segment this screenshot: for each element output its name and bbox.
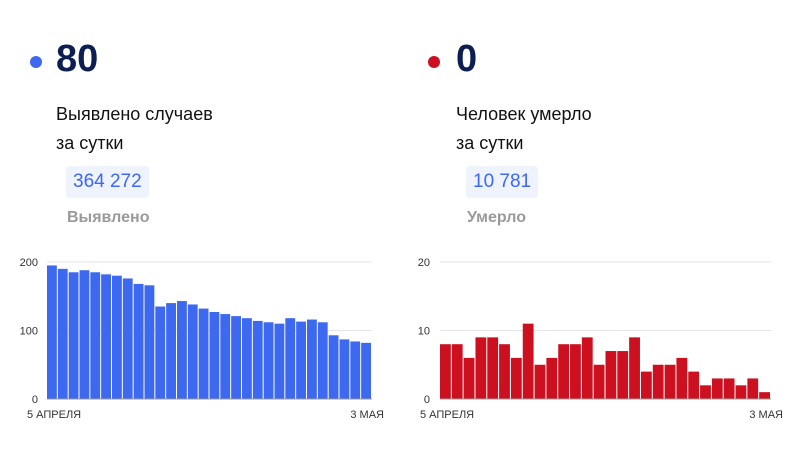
deaths-bar — [593, 364, 605, 399]
cases-bar — [187, 304, 198, 399]
deaths-subtitle-line2: за сутки — [456, 133, 524, 153]
cases-bar — [79, 270, 90, 399]
cases-dot-icon — [30, 56, 42, 68]
deaths-subtitle-line1: Человек умерло — [456, 104, 592, 124]
cases-y-tick-label: 100 — [20, 326, 38, 338]
deaths-bar — [499, 344, 510, 399]
deaths-bar — [664, 364, 676, 399]
deaths-bar — [570, 344, 581, 399]
deaths-bar — [723, 378, 735, 399]
cases-subtitle: Выявлено случаев за сутки — [56, 100, 213, 158]
deaths-bar — [581, 337, 593, 399]
deaths-bar — [700, 385, 711, 399]
cases-bar — [144, 285, 155, 399]
deaths-bar — [640, 371, 652, 399]
cases-bar — [285, 318, 296, 399]
cases-bar — [296, 321, 306, 399]
cases-bar — [133, 283, 144, 399]
cases-bar — [252, 320, 263, 399]
deaths-bar — [605, 351, 617, 399]
deaths-subtitle: Человек умерло за сутки — [456, 100, 592, 158]
deaths-bar — [711, 378, 723, 399]
cases-bar — [112, 275, 122, 399]
cases-bar — [198, 308, 209, 399]
cases-y-tick-label: 0 — [32, 394, 38, 406]
cases-y-tick-label: 200 — [20, 257, 38, 269]
cases-x-start-label: 5 АПРЕЛЯ — [27, 409, 81, 421]
cases-subtitle-line1: Выявлено случаев — [56, 104, 213, 124]
deaths-bar — [440, 344, 451, 399]
cases-bar — [177, 301, 187, 399]
cases-bar — [209, 312, 220, 399]
deaths-bar — [546, 357, 558, 399]
cases-bar — [101, 274, 111, 399]
cases-bar — [68, 272, 79, 399]
cases-x-end-label: 3 МАЯ — [350, 409, 384, 421]
deaths-y-tick-label: 20 — [418, 257, 430, 269]
deaths-panel: 0 Человек умерло за сутки 10 781 Умерло … — [400, 0, 800, 449]
deaths-bar — [735, 385, 747, 399]
deaths-bar — [688, 371, 700, 399]
cases-daily-value: 80 — [56, 38, 99, 80]
deaths-x-end-label: 3 МАЯ — [749, 409, 783, 421]
cases-bar — [220, 314, 231, 399]
deaths-bar — [629, 337, 640, 399]
cases-bar — [350, 341, 361, 399]
deaths-bar — [747, 378, 759, 399]
deaths-y-tick-label: 0 — [424, 394, 430, 406]
cases-bar — [361, 342, 371, 399]
deaths-x-start-label: 5 АПРЕЛЯ — [420, 409, 474, 421]
cases-subtitle-line2: за сутки — [56, 133, 124, 153]
deaths-bar — [487, 337, 499, 399]
cases-total-badge: 364 272 — [66, 166, 149, 198]
cases-bar — [317, 322, 328, 399]
cases-panel: 80 Выявлено случаев за сутки 364 272 Выя… — [20, 38, 384, 421]
cases-bar — [122, 278, 133, 399]
cases-total-label: Выявлено — [67, 209, 150, 226]
cases-bar — [242, 318, 252, 399]
cases-chart: 0 100 200 5 АПРЕЛЯ 3 МАЯ — [20, 257, 384, 421]
cases-bar — [231, 316, 241, 399]
cases-bar — [263, 322, 274, 399]
cases-bar — [328, 335, 339, 399]
deaths-total-label: Умерло — [467, 209, 526, 226]
deaths-bar — [510, 357, 522, 399]
deaths-bar — [522, 323, 534, 399]
deaths-dot-icon — [428, 56, 440, 68]
cases-bar — [90, 272, 101, 399]
deaths-bar — [534, 364, 546, 399]
deaths-bar — [759, 392, 770, 399]
deaths-chart: 0 10 20 5 АПРЕЛЯ 3 МАЯ — [418, 257, 783, 421]
deaths-bar — [463, 357, 475, 399]
cases-bar — [274, 323, 285, 399]
cases-bar — [155, 306, 166, 399]
deaths-daily-value: 0 — [456, 38, 478, 80]
deaths-bar — [475, 337, 487, 399]
cases-bar — [57, 268, 68, 399]
cases-bar — [339, 339, 350, 399]
deaths-bar — [676, 357, 688, 399]
deaths-bar — [617, 351, 629, 399]
deaths-bar — [652, 364, 664, 399]
deaths-bar — [451, 344, 463, 399]
deaths-total-badge: 10 781 — [466, 166, 539, 198]
deaths-y-tick-label: 10 — [418, 326, 430, 338]
cases-bar — [166, 303, 176, 399]
cases-bar — [307, 319, 317, 399]
cases-bar — [47, 265, 57, 399]
deaths-bar — [558, 344, 570, 399]
